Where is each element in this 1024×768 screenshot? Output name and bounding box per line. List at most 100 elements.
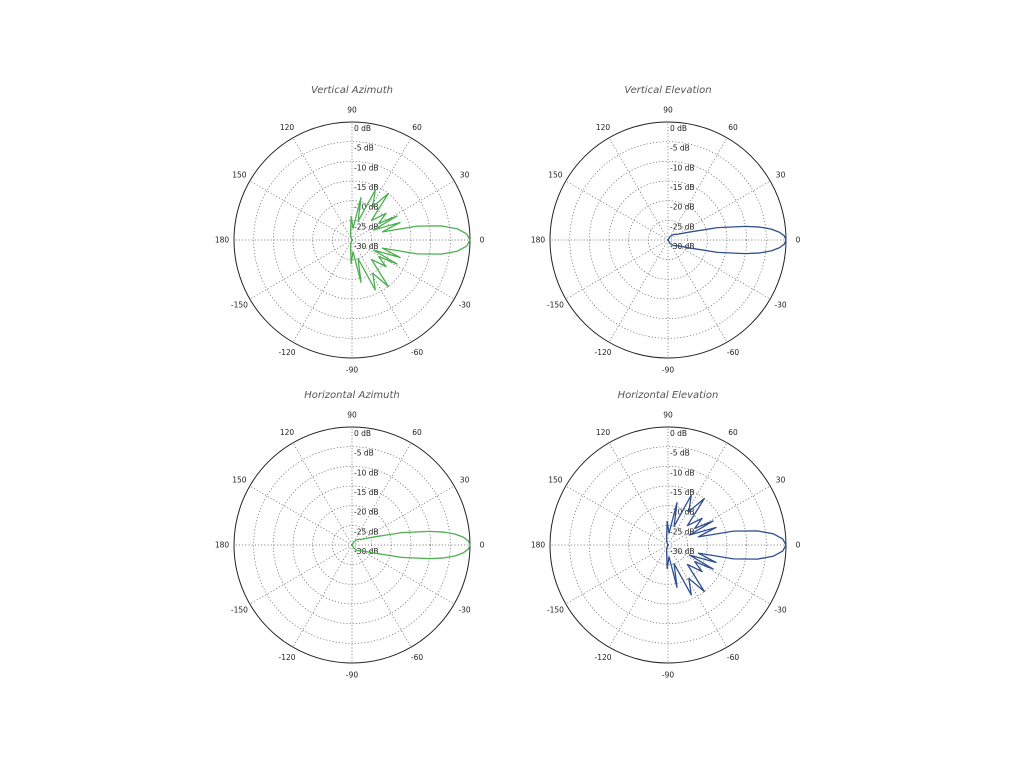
grid-spoke: [249, 544, 353, 605]
grid-spoke: [667, 239, 728, 343]
angle-tick-label: 60: [412, 123, 422, 132]
angle-tick-label: -30: [458, 606, 470, 615]
grid-spoke: [249, 239, 353, 300]
angle-tick-label: 60: [728, 123, 738, 132]
angle-tick-label: 0: [480, 236, 485, 245]
grid-spoke: [249, 485, 353, 546]
grid-spoke: [351, 544, 455, 605]
radial-tick-label: -30 dB: [354, 242, 379, 251]
radial-tick-label: -5 dB: [670, 144, 690, 153]
grid-ring: [253, 141, 451, 339]
radial-tick-label: -30 dB: [670, 547, 695, 556]
radial-tick-label: 0 dB: [670, 429, 687, 438]
radial-tick-label: -20 dB: [354, 508, 379, 517]
plot-title: Horizontal Elevation: [617, 390, 719, 401]
angle-tick-label: 0: [796, 236, 801, 245]
grid-spoke: [667, 442, 728, 546]
grid-spoke: [565, 544, 669, 605]
grid-spoke: [608, 137, 669, 241]
grid-spoke: [565, 239, 669, 300]
grid-spoke: [565, 180, 669, 241]
plot-title: Vertical Elevation: [624, 85, 712, 96]
radial-tick-label: -10 dB: [670, 468, 695, 477]
grid-spoke: [351, 442, 412, 546]
grid-ring: [569, 446, 767, 644]
angle-tick-label: 0: [796, 541, 801, 550]
grid-spoke: [667, 544, 771, 605]
radial-tick-label: -15 dB: [670, 183, 695, 192]
polar-chart: 0 30 60 90 120 150 180 -150 -120 -90 -60 -30 0 dB -5 …: [531, 411, 801, 680]
radial-tick-label: -25 dB: [354, 222, 379, 231]
radial-tick-label: -10 dB: [670, 163, 695, 172]
angle-tick-label: 180: [215, 541, 230, 550]
angle-tick-label: -150: [547, 301, 564, 310]
polar-plot-vertical-azimuth: Vertical Azimuth 0 30 60 90 120 150 180 -150 -12…: [202, 83, 502, 383]
angle-tick-label: -60: [411, 653, 423, 662]
angle-tick-label: 30: [460, 476, 470, 485]
angle-tick-label: 120: [596, 428, 611, 437]
grid-spoke: [292, 239, 353, 343]
plot-title: Horizontal Azimuth: [304, 390, 400, 401]
angle-tick-label: 90: [663, 411, 673, 420]
grid-spoke: [667, 485, 771, 546]
angle-tick-label: 90: [347, 411, 357, 420]
radial-tick-label: -5 dB: [354, 144, 374, 153]
angle-tick-label: -150: [547, 606, 564, 615]
grid-spoke: [292, 137, 353, 241]
angle-tick-label: 180: [531, 541, 546, 550]
angle-tick-label: -60: [727, 348, 739, 357]
radial-tick-label: -15 dB: [354, 488, 379, 497]
angle-tick-label: 30: [460, 171, 470, 180]
grid-ring: [588, 465, 748, 625]
radial-tick-label: -25 dB: [670, 222, 695, 231]
angle-tick-label: 0: [480, 541, 485, 550]
angle-tick-label: -60: [727, 653, 739, 662]
grid-spoke: [351, 485, 455, 546]
radial-tick-label: -25 dB: [670, 527, 695, 536]
angle-tick-label: 120: [280, 123, 295, 132]
grid-spoke: [565, 485, 669, 546]
grid-ring: [292, 485, 412, 605]
radial-tick-label: -15 dB: [354, 183, 379, 192]
grid-ring: [608, 180, 728, 300]
angle-tick-label: -120: [278, 348, 295, 357]
grid-spoke: [351, 239, 412, 343]
pattern-trace: [665, 494, 787, 596]
angle-tick-label: -150: [231, 301, 248, 310]
angle-tick-label: 150: [548, 476, 563, 485]
grid-spoke: [292, 544, 353, 648]
angle-tick-label: 180: [215, 236, 230, 245]
radial-tick-label: -15 dB: [670, 488, 695, 497]
grid-spoke: [667, 239, 771, 300]
angle-tick-label: 30: [776, 476, 786, 485]
radial-tick-label: -10 dB: [354, 468, 379, 477]
radial-tick-label: -25 dB: [354, 527, 379, 536]
angle-tick-label: -90: [346, 671, 358, 680]
angle-tick-label: 60: [412, 428, 422, 437]
grid-spoke: [351, 180, 455, 241]
angle-tick-label: -30: [774, 301, 786, 310]
radial-tick-label: 0 dB: [354, 429, 371, 438]
radial-tick-label: 0 dB: [354, 124, 371, 133]
pattern-trace: [667, 225, 787, 255]
radial-tick-label: -5 dB: [354, 449, 374, 458]
angle-tick-label: -150: [231, 606, 248, 615]
angle-tick-label: 90: [663, 106, 673, 115]
angle-tick-label: -90: [662, 671, 674, 680]
grid-spoke: [667, 137, 728, 241]
angle-tick-label: -30: [774, 606, 786, 615]
grid-ring: [292, 180, 412, 300]
radial-tick-label: -5 dB: [670, 449, 690, 458]
angle-tick-label: 90: [347, 106, 357, 115]
grid-ring: [272, 465, 432, 625]
polar-chart: 0 30 60 90 120 150 180 -150 -120 -90 -60 -30 0 dB -5 …: [215, 106, 485, 375]
grid-ring: [253, 446, 451, 644]
angle-tick-label: -120: [594, 348, 611, 357]
angle-tick-label: 180: [531, 236, 546, 245]
angle-tick-label: -90: [346, 366, 358, 375]
pattern-trace: [349, 189, 471, 291]
polar-plot-horizontal-elevation: Horizontal Elevation 0 30 60 90 120 150 180 -15…: [518, 388, 818, 688]
grid-spoke: [608, 544, 669, 648]
angle-tick-label: 30: [776, 171, 786, 180]
polar-chart: 0 30 60 90 120 150 180 -150 -120 -90 -60 -30 0 dB -5 …: [531, 106, 801, 375]
